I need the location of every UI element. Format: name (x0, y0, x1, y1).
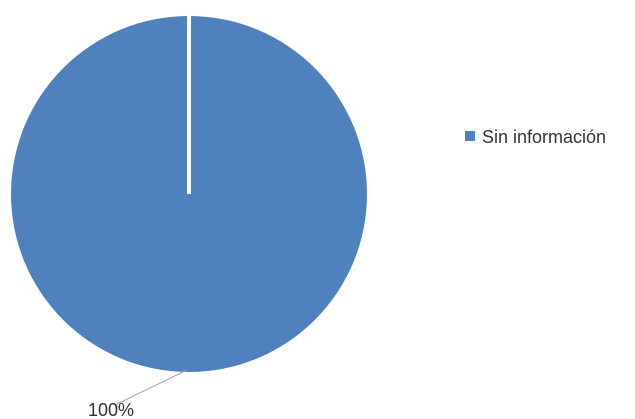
data-label-leader-line (113, 369, 188, 409)
legend-swatch (465, 131, 475, 141)
data-label: 100% (88, 400, 134, 419)
legend: Sin información (465, 127, 606, 147)
legend-label: Sin información (482, 127, 606, 147)
